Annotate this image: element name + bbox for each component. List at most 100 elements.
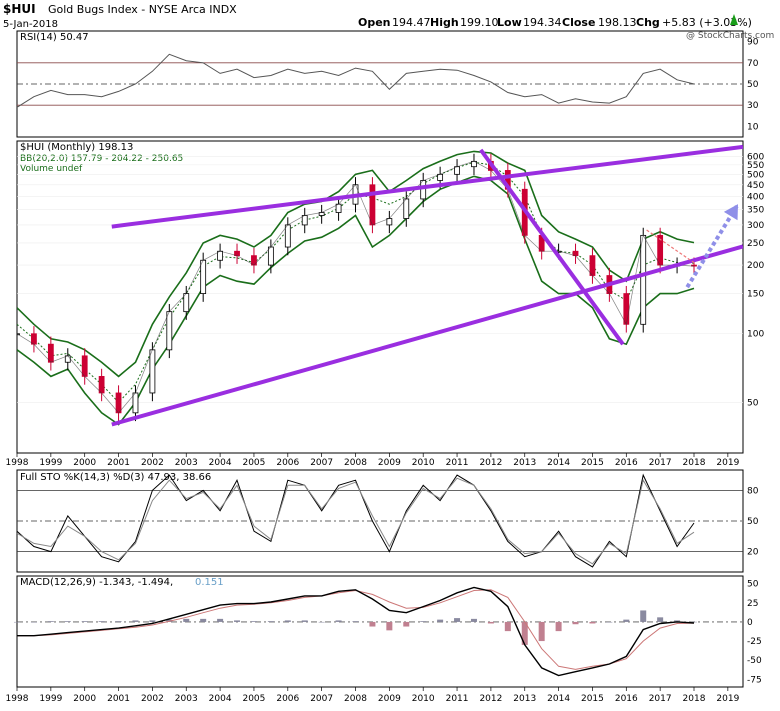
price-tick-label: 50 [747, 398, 759, 408]
macd-legend-hist: 0.151 [195, 577, 224, 588]
open-value: 194.47 [392, 16, 431, 29]
year-tick-label: 2000 [73, 694, 96, 704]
candle-body [420, 180, 427, 200]
candle-body [149, 349, 156, 394]
price-panel [16, 140, 744, 454]
macd-histogram-bar [470, 618, 477, 622]
close-label: Close [562, 16, 595, 29]
year-tick-label: 2016 [615, 694, 638, 704]
macd-histogram-bar [30, 621, 37, 623]
price-tick-label: 450 [747, 181, 764, 191]
chg-value: +5.83 (+3.03%) [662, 16, 752, 29]
macd-histogram-bar [538, 621, 545, 642]
candle-body [403, 198, 410, 219]
sto-tick-label: 50 [747, 517, 759, 527]
macd-histogram-bar [487, 621, 494, 624]
macd-tick-label: -25 [747, 637, 762, 647]
candle-body [369, 184, 376, 226]
year-tick-label: 1998 [6, 458, 29, 468]
macd-histogram-bar [217, 618, 224, 622]
year-tick-label: 2010 [412, 694, 435, 704]
macd-tick-label: -75 [747, 675, 762, 685]
year-tick-label: 2012 [479, 458, 502, 468]
candle-body [217, 250, 224, 261]
year-tick-label: 2010 [412, 458, 435, 468]
year-tick-label: 2015 [581, 458, 604, 468]
price-tick-label: 600 [747, 152, 764, 162]
year-tick-label: 2014 [547, 458, 570, 468]
year-tick-label: 2013 [513, 694, 536, 704]
rsi-tick-label: 10 [747, 122, 759, 132]
macd-histogram-bar [318, 621, 325, 623]
year-tick-label: 2008 [344, 694, 367, 704]
year-tick-label: 2017 [649, 458, 672, 468]
year-tick-label: 2018 [683, 458, 706, 468]
year-tick-label: 2013 [513, 458, 536, 468]
year-tick-label: 2015 [581, 694, 604, 704]
rsi-tick-label: 50 [747, 80, 759, 90]
high-value: 199.10 [460, 16, 499, 29]
year-tick-label: 1999 [39, 458, 62, 468]
high-label: High [430, 16, 459, 29]
macd-tick-label: 25 [747, 599, 758, 609]
year-tick-label: 2007 [310, 694, 333, 704]
year-tick-label: 2017 [649, 694, 672, 704]
candle-body [623, 293, 630, 325]
rsi-tick-label: 70 [747, 59, 759, 69]
volume-legend: Volume undef [20, 164, 83, 174]
macd-histogram-bar [403, 621, 410, 627]
year-tick-label: 2019 [716, 694, 739, 704]
macd-tick-label: -50 [747, 656, 762, 666]
macd-signal-line [17, 589, 695, 670]
rsi-tick-label: 30 [747, 101, 759, 111]
year-tick-label: 2006 [276, 458, 299, 468]
macd-histogram-bar [454, 618, 461, 622]
year-tick-label: 2004 [209, 694, 232, 704]
macd-histogram-bar [521, 621, 528, 645]
candle-body [200, 259, 207, 294]
candle-body [301, 215, 308, 226]
price-tick-label: 500 [747, 170, 764, 180]
macd-histogram-bar [284, 620, 291, 622]
sto-d-line [16, 477, 695, 565]
macd-histogram-bar [14, 621, 20, 623]
candle-body [267, 246, 274, 266]
low-label: Low [497, 16, 522, 29]
watermark: @ StockCharts.com [686, 31, 774, 41]
macd-histogram-bar [606, 621, 613, 623]
macd-histogram-bar [200, 618, 207, 622]
candle-body [81, 355, 88, 377]
candle-body [47, 343, 54, 363]
macd-histogram-bar [555, 621, 562, 632]
price-tick-label: 150 [747, 290, 764, 300]
trend-channel [111, 244, 743, 427]
macd-histogram-bar [47, 621, 54, 622]
sto-tick-label: 20 [747, 548, 759, 558]
macd-histogram-bar [115, 621, 122, 622]
year-tick-label: 1998 [6, 694, 29, 704]
year-tick-label: 2009 [378, 458, 401, 468]
up-arrow-icon [730, 14, 738, 25]
macd-histogram-bar [369, 621, 376, 627]
price-tick-label: 350 [747, 206, 764, 216]
year-tick-label: 2005 [242, 694, 265, 704]
close-value: 198.13 [598, 16, 637, 29]
candle-body [115, 392, 122, 414]
trend-channel [111, 144, 743, 229]
macd-histogram-bar [98, 621, 105, 622]
macd-histogram-bar [267, 621, 274, 622]
price-tick-label: 400 [747, 192, 764, 202]
rsi-line [16, 53, 695, 108]
macd-legend-main: MACD(12,26,9) -1.343, -1.494, [20, 577, 173, 588]
year-tick-label: 2018 [683, 694, 706, 704]
candle-body [640, 234, 647, 325]
year-tick-label: 2001 [107, 694, 130, 704]
year-tick-label: 2009 [378, 694, 401, 704]
macd-histogram-bar [149, 620, 156, 622]
date-label: 5-Jan-2018 [3, 19, 58, 30]
bollinger-band [17, 175, 695, 426]
price-tick-label: 200 [747, 261, 764, 271]
year-tick-label: 2016 [615, 458, 638, 468]
year-tick-label: 2004 [209, 458, 232, 468]
